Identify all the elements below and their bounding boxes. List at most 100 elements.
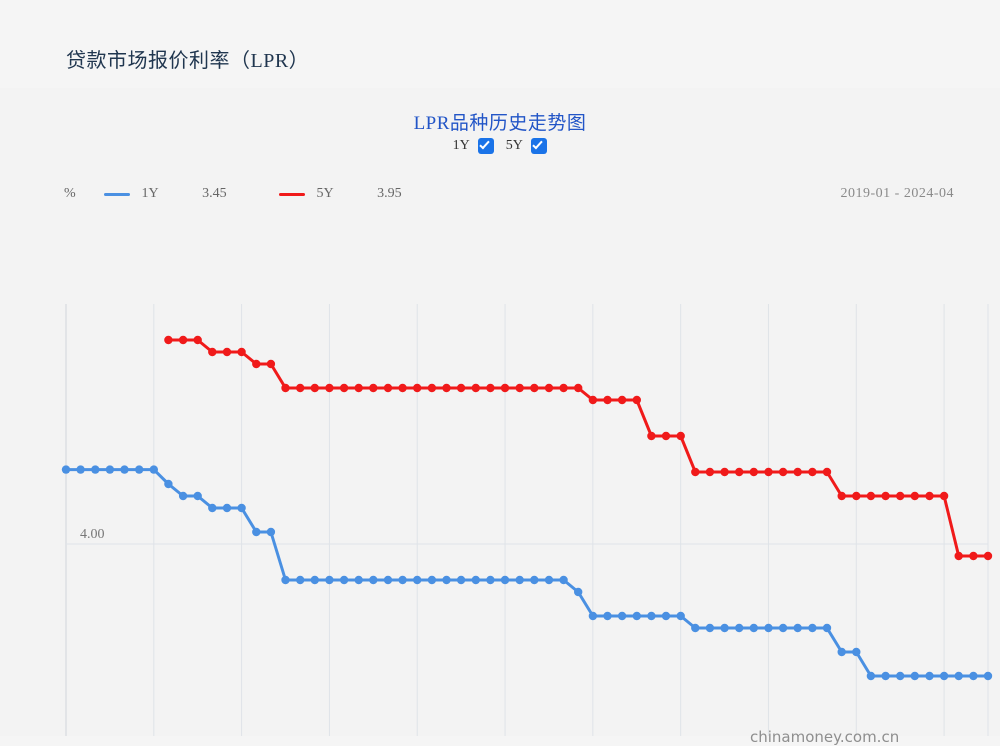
data-point[interactable] — [778, 623, 788, 633]
data-point[interactable] — [105, 465, 115, 474]
data-point[interactable] — [661, 431, 671, 441]
data-point[interactable] — [881, 671, 890, 681]
data-point[interactable] — [749, 467, 758, 477]
data-point[interactable] — [808, 623, 817, 633]
data-point[interactable] — [178, 335, 188, 345]
data-point[interactable] — [647, 431, 656, 441]
data-point[interactable] — [939, 671, 949, 681]
data-point[interactable] — [296, 383, 305, 393]
data-point[interactable] — [530, 383, 539, 393]
data-point[interactable] — [339, 383, 349, 393]
data-point[interactable] — [325, 575, 334, 585]
data-point[interactable] — [793, 467, 802, 477]
data-point[interactable] — [515, 383, 524, 393]
data-point[interactable] — [208, 347, 217, 357]
checkbox-checked-icon[interactable] — [531, 138, 548, 154]
legend-item-1y[interactable]: 1Y 3.45 — [104, 186, 227, 202]
lpr-line-chart[interactable]: 4.003.00 2019-012019-072020-012020-07202… — [0, 176, 1000, 736]
data-point[interactable] — [398, 383, 407, 393]
data-point[interactable] — [969, 671, 978, 681]
data-point[interactable] — [442, 575, 451, 585]
data-point[interactable] — [822, 623, 832, 633]
data-point[interactable] — [661, 611, 671, 621]
data-point[interactable] — [296, 575, 305, 585]
data-point[interactable] — [896, 491, 905, 501]
data-point[interactable] — [544, 575, 554, 585]
data-point[interactable] — [735, 623, 744, 633]
data-point[interactable] — [925, 671, 934, 681]
checkbox-checked-icon[interactable] — [478, 138, 495, 154]
data-point[interactable] — [735, 467, 744, 477]
data-point[interactable] — [252, 527, 261, 537]
data-point[interactable] — [720, 467, 729, 477]
data-point[interactable] — [837, 647, 846, 657]
data-point[interactable] — [456, 383, 466, 393]
data-point[interactable] — [398, 575, 407, 585]
data-point[interactable] — [866, 491, 876, 501]
data-point[interactable] — [954, 551, 963, 561]
data-point[interactable] — [471, 383, 480, 393]
data-point[interactable] — [852, 491, 861, 501]
data-point[interactable] — [222, 347, 232, 357]
data-point[interactable] — [193, 491, 202, 501]
data-point[interactable] — [164, 335, 173, 345]
data-point[interactable] — [383, 575, 393, 585]
data-point[interactable] — [281, 575, 290, 585]
data-point[interactable] — [588, 395, 598, 405]
data-point[interactable] — [193, 335, 202, 345]
data-point[interactable] — [983, 671, 993, 681]
data-point[interactable] — [939, 491, 949, 501]
data-point[interactable] — [647, 611, 656, 621]
data-point[interactable] — [910, 671, 919, 681]
data-point[interactable] — [764, 623, 773, 633]
data-point[interactable] — [252, 359, 261, 369]
data-point[interactable] — [837, 491, 846, 501]
data-point[interactable] — [778, 467, 788, 477]
data-point[interactable] — [76, 465, 85, 474]
data-point[interactable] — [896, 671, 905, 681]
data-point[interactable] — [559, 383, 568, 393]
data-point[interactable] — [574, 383, 583, 393]
data-point[interactable] — [427, 575, 437, 585]
data-point[interactable] — [925, 491, 934, 501]
data-point[interactable] — [500, 383, 510, 393]
data-point[interactable] — [413, 383, 422, 393]
data-point[interactable] — [705, 623, 715, 633]
data-point[interactable] — [354, 383, 363, 393]
data-point[interactable] — [852, 647, 861, 657]
data-point[interactable] — [983, 551, 993, 561]
data-point[interactable] — [486, 383, 495, 393]
data-point[interactable] — [808, 467, 817, 477]
data-point[interactable] — [749, 623, 758, 633]
data-point[interactable] — [720, 623, 729, 633]
data-point[interactable] — [676, 431, 685, 441]
data-point[interactable] — [442, 383, 451, 393]
data-point[interactable] — [486, 575, 495, 585]
data-point[interactable] — [691, 467, 700, 477]
data-point[interactable] — [910, 491, 919, 501]
data-point[interactable] — [339, 575, 349, 585]
data-point[interactable] — [793, 623, 802, 633]
data-point[interactable] — [222, 503, 232, 513]
data-point[interactable] — [603, 395, 612, 405]
data-point[interactable] — [413, 575, 422, 585]
data-point[interactable] — [603, 611, 612, 621]
series-toggle-1y[interactable]: 1Y — [453, 138, 495, 154]
data-point[interactable] — [164, 479, 173, 489]
data-point[interactable] — [237, 347, 246, 357]
legend-item-5y[interactable]: 5Y 3.95 — [279, 186, 402, 202]
data-point[interactable] — [120, 465, 129, 474]
plot-area[interactable]: 4.003.00 2019-012019-072020-012020-07202… — [0, 176, 1000, 736]
data-point[interactable] — [881, 491, 890, 501]
data-point[interactable] — [325, 383, 334, 393]
data-point[interactable] — [427, 383, 437, 393]
data-point[interactable] — [383, 383, 393, 393]
data-point[interactable] — [866, 671, 876, 681]
data-point[interactable] — [471, 575, 480, 585]
data-point[interactable] — [632, 611, 641, 621]
data-point[interactable] — [266, 359, 276, 369]
data-point[interactable] — [822, 467, 832, 477]
data-point[interactable] — [705, 467, 715, 477]
data-point[interactable] — [310, 575, 319, 585]
data-point[interactable] — [676, 611, 685, 621]
